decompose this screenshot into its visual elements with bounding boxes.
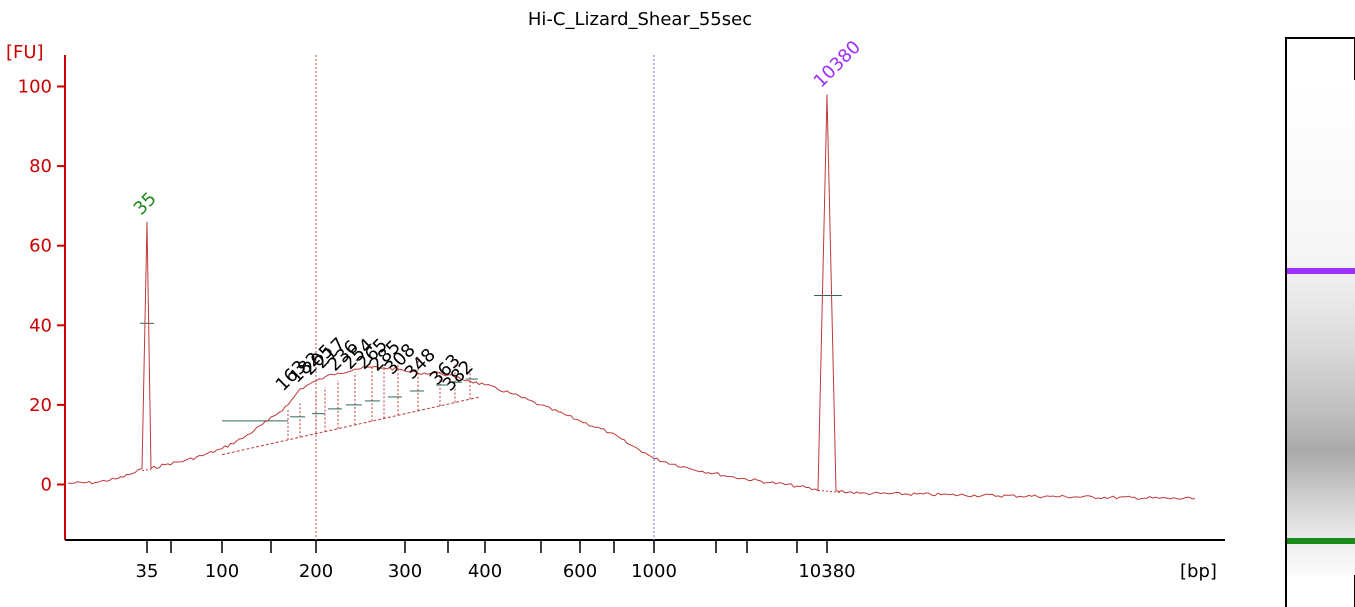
peak-label-35: 35: [130, 188, 161, 219]
y-tick-label: 60: [29, 236, 52, 257]
y-tick-label: 0: [41, 475, 52, 496]
peak-baseline-35: [141, 468, 152, 472]
peak-labels: 3510380163182205217236254265285308348363…: [130, 37, 865, 396]
x-tick-label: 100: [205, 561, 239, 582]
y-axis-unit: [FU]: [6, 42, 44, 63]
smear-region: [140, 294, 843, 493]
x-tick-label: 1000: [631, 561, 677, 582]
lower-marker-band: [1287, 538, 1355, 544]
y-tick-label: 20: [29, 395, 52, 416]
x-tick-label: 300: [388, 561, 422, 582]
x-tick-label: 600: [563, 561, 597, 582]
trace: [67, 94, 1196, 500]
trace-line: [67, 94, 1196, 500]
x-tick-label: 35: [136, 561, 159, 582]
y-tick-label: 40: [29, 315, 52, 336]
y-tick-label: 80: [29, 156, 52, 177]
marker-lines: [315, 55, 655, 540]
peak-label-10380: 10380: [810, 37, 865, 92]
y-tick-label: 100: [18, 77, 52, 98]
axes: 0 20 40 60 80 100 35 100 200 300 400 600 1000 10380: [18, 55, 1225, 582]
gel-smear: [1287, 80, 1355, 575]
x-tick-label: 400: [468, 561, 502, 582]
chart-title: Hi-C_Lizard_Shear_55sec: [528, 9, 752, 30]
peak-baseline-10380: [817, 489, 843, 493]
x-axis-unit: [bp]: [1180, 561, 1217, 582]
x-tick-label: 200: [299, 561, 333, 582]
gel-lane: [1285, 37, 1355, 607]
upper-marker-band: [1287, 268, 1355, 274]
smear-baseline: [221, 396, 481, 456]
x-tick-label: 10380: [798, 561, 855, 582]
